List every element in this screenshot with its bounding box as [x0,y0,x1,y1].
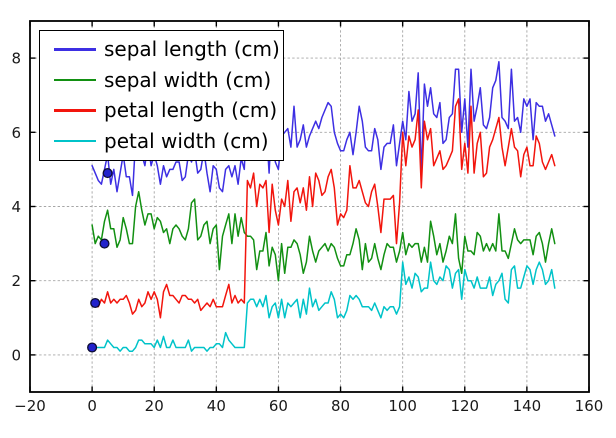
svg-text:8: 8 [11,50,21,68]
svg-text:120: 120 [450,397,479,415]
svg-text:140: 140 [513,397,542,415]
legend-line-swatch-sepal-length [54,48,96,51]
svg-text:100: 100 [388,397,417,415]
legend-line-swatch-sepal-width [54,78,96,81]
svg-text:160: 160 [575,397,604,415]
svg-text:4: 4 [11,198,21,216]
legend-line-swatch-petal-length [54,109,96,112]
svg-text:40: 40 [207,397,226,415]
svg-text:−20: −20 [14,397,46,415]
svg-text:80: 80 [331,397,350,415]
svg-text:0: 0 [87,397,97,415]
legend-line-swatch-petal-width [54,139,96,142]
svg-text:2: 2 [11,272,21,290]
legend-item-sepal-length: sepal length (cm) [40,34,283,65]
svg-text:6: 6 [11,124,21,142]
svg-text:0: 0 [11,346,21,364]
legend-item-petal-width: petal width (cm) [40,126,283,157]
legend-label-petal-width: petal width (cm) [104,128,269,153]
legend-box: sepal length (cm) sepal width (cm) petal… [39,30,284,161]
svg-text:60: 60 [269,397,288,415]
legend-label-sepal-length: sepal length (cm) [104,37,280,62]
legend-label-petal-length: petal length (cm) [104,98,278,123]
legend-label-sepal-width: sepal width (cm) [104,67,272,92]
legend-item-petal-length: petal length (cm) [40,95,283,126]
legend-item-sepal-width: sepal width (cm) [40,65,283,96]
svg-text:20: 20 [145,397,164,415]
